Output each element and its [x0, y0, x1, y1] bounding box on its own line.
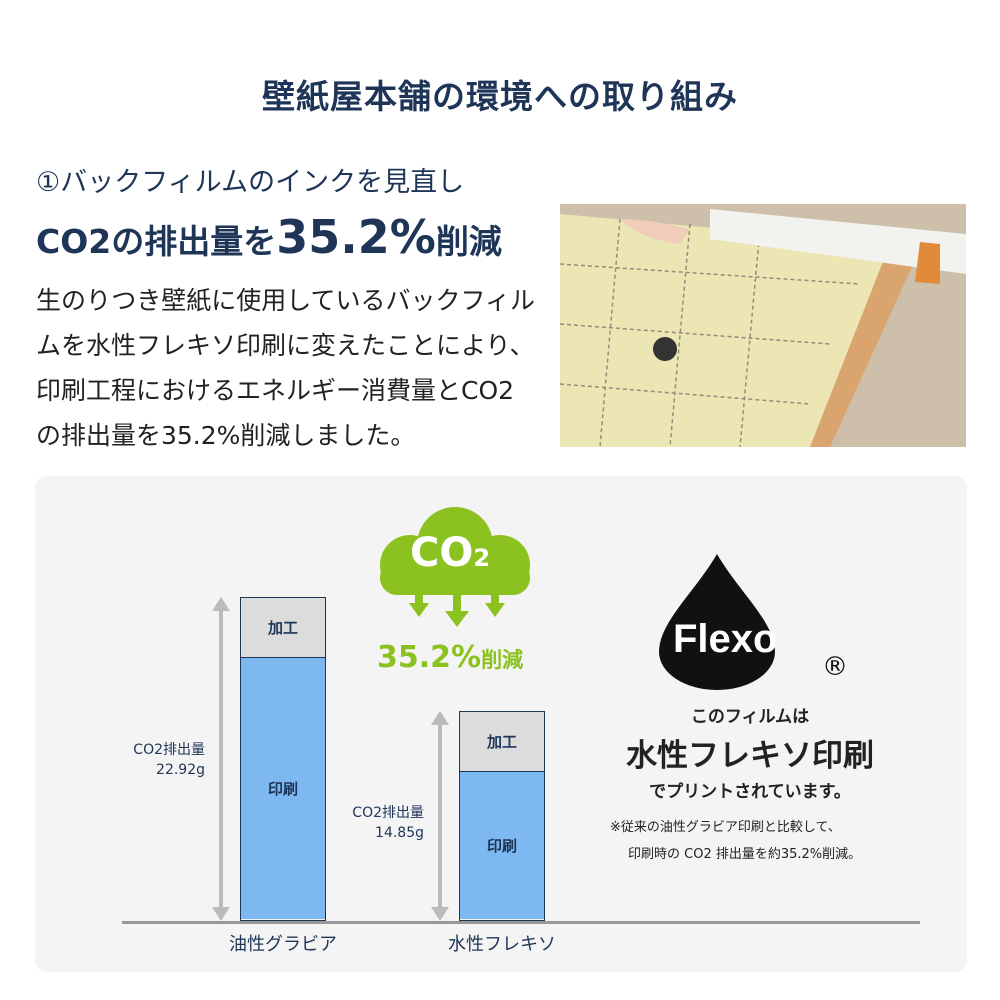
bar-segment-processing: 加工 — [460, 712, 544, 773]
flexo-logo-text: Flexo — [673, 617, 778, 661]
chart-baseline — [122, 921, 920, 924]
flexo-note1: ※従来の油性グラビア印刷と比較して、 — [610, 820, 841, 835]
category-label: 水性フレキソ — [448, 934, 556, 955]
headline-post: 削減 — [435, 222, 502, 261]
flexo-line1: このフィルムは — [690, 707, 810, 727]
value-label: CO2排出量 14.85g — [352, 805, 424, 842]
reduction-suffix: 削減 — [481, 648, 524, 672]
product-photo — [560, 204, 966, 447]
bar-0: 加工 印刷 — [240, 597, 326, 921]
reduction-label: 35.2%削減 — [377, 640, 523, 675]
bar-segment-printing: 印刷 — [241, 658, 325, 919]
flexo-drop-logo — [659, 554, 775, 690]
reduction-value: 35.2% — [377, 640, 482, 675]
bar-segment-processing: 加工 — [241, 598, 325, 658]
bar-1: 加工 印刷 — [459, 711, 545, 921]
flexo-line2: 水性フレキソ印刷 — [626, 738, 874, 774]
registered-mark: ® — [822, 652, 848, 682]
headline: CO2の排出量を35.2%削減 — [36, 210, 502, 264]
headline-pre: CO2の排出量を — [36, 222, 277, 261]
co2-label: CO2 — [410, 530, 490, 576]
flexo-line3: でプリントされています。 — [649, 782, 851, 802]
co2-cloud-icon — [380, 507, 530, 627]
value-label: CO2排出量 22.92g — [133, 741, 205, 778]
body-text: 生のりつき壁紙に使用しているバックフィルムを水性フレキソ印刷に変えたことにより、… — [36, 286, 536, 450]
category-label: 油性グラビア — [229, 934, 337, 955]
co2-subscript: 2 — [473, 544, 491, 572]
value-arrow — [431, 711, 449, 921]
bar-segment-printing: 印刷 — [460, 772, 544, 919]
section-subtitle: ①バックフィルムのインクを見直し — [36, 167, 465, 198]
flexo-note2: 印刷時の CO2 排出量を約35.2%削減。 — [628, 847, 862, 862]
value-arrow — [212, 597, 230, 921]
page-title: 壁紙屋本舗の環境への取り組み — [262, 77, 738, 116]
co2-text: CO — [410, 530, 474, 576]
headline-value: 35.2% — [276, 210, 436, 264]
